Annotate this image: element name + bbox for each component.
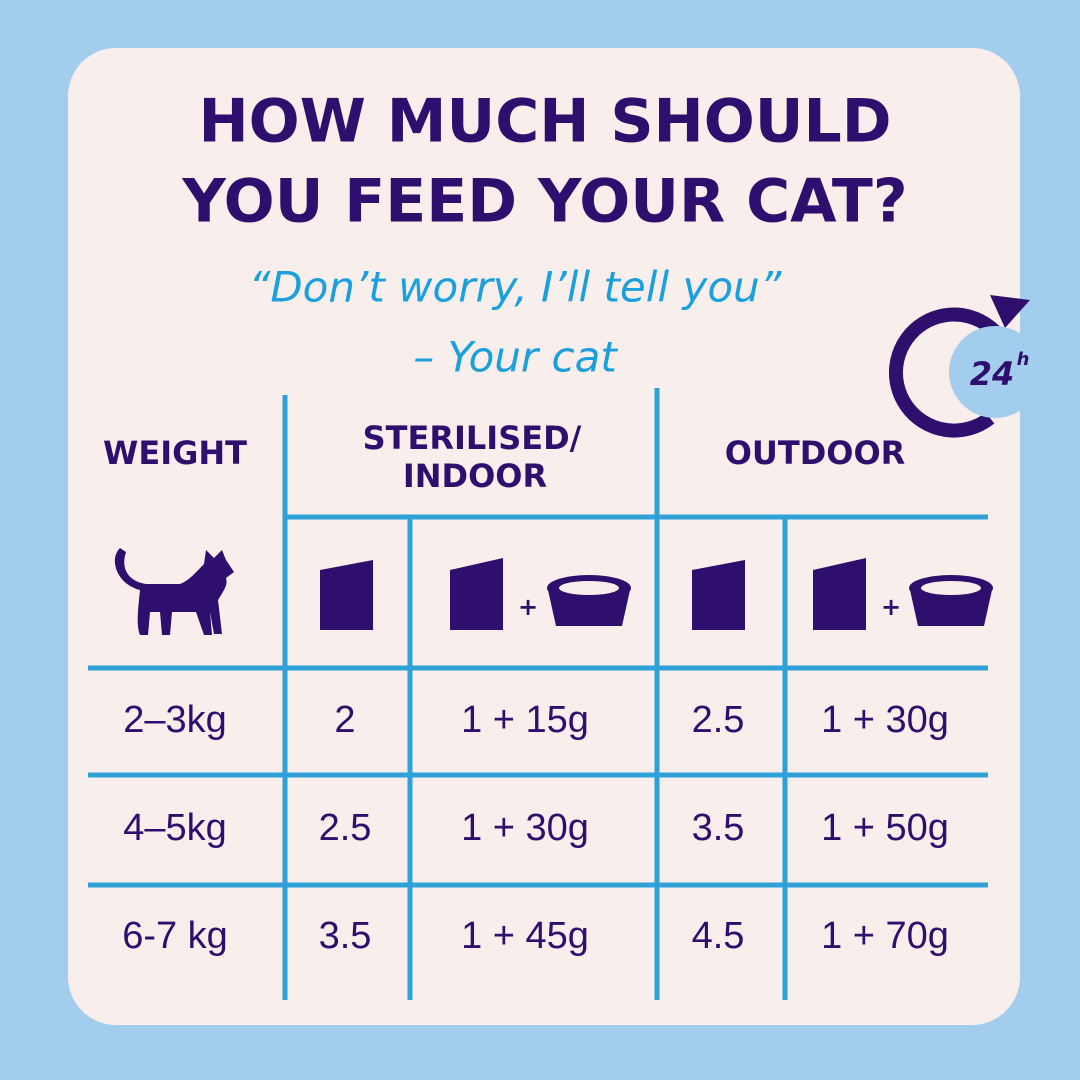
weight-cell: 6-7 kg — [122, 915, 228, 957]
header-weight: WEIGHT — [103, 434, 247, 472]
pouch-icon — [692, 560, 745, 630]
pouch-icon — [320, 560, 373, 630]
attribution: – Your cat — [413, 333, 618, 382]
badge-arrow — [990, 295, 1030, 328]
amount-cell: 1 + 45g — [461, 915, 589, 957]
badge-face — [949, 326, 1041, 418]
bowl-icon — [909, 575, 993, 626]
bowl-icon — [547, 575, 631, 626]
title-line: HOW MUCH SHOULD — [198, 87, 891, 157]
amount-cell: 1 + 30g — [461, 807, 589, 849]
amount-cell: 2.5 — [319, 807, 372, 849]
badge-unit: h — [1017, 349, 1030, 370]
plus-sign: + — [881, 593, 901, 621]
table-grid — [88, 388, 988, 1000]
weight-cell: 4–5kg — [123, 807, 227, 849]
amount-cell: 2.5 — [692, 699, 745, 741]
header-outdoor: OUTDOOR — [725, 434, 906, 472]
badge-24h: 24 h — [889, 295, 1041, 438]
badge-number: 24 — [970, 355, 1015, 393]
pouch-icon — [813, 558, 866, 630]
amount-cell: 4.5 — [692, 915, 745, 957]
amount-cell: 1 + 15g — [461, 699, 589, 741]
quote: “Don’t worry, I’ll tell you” — [249, 263, 783, 312]
amount-cell: 3.5 — [692, 807, 745, 849]
title-line: YOU FEED YOUR CAT? — [181, 167, 907, 237]
header-sterilised: INDOOR — [403, 457, 547, 495]
header-sterilised: STERILISED/ — [363, 419, 582, 457]
plus-sign: + — [518, 593, 538, 621]
amount-cell: 2 — [334, 699, 355, 741]
weight-cell: 2–3kg — [123, 699, 227, 741]
badge-arc — [889, 307, 1012, 438]
amount-cell: 1 + 50g — [821, 807, 949, 849]
card — [68, 48, 1020, 1025]
pouch-icon — [450, 558, 503, 630]
amount-cell: 1 + 30g — [821, 699, 949, 741]
cat-icon — [114, 548, 234, 635]
amount-cell: 1 + 70g — [821, 915, 949, 957]
amount-cell: 3.5 — [319, 915, 372, 957]
